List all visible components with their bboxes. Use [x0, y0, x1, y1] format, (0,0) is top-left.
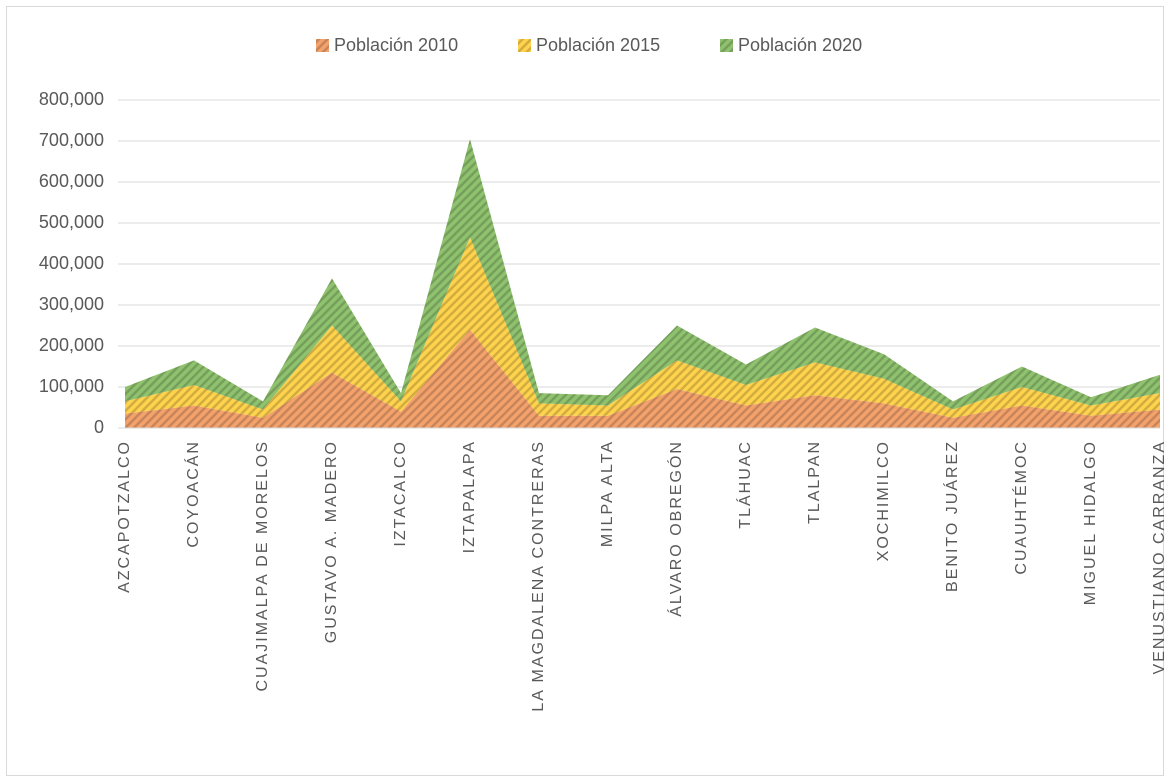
- y-tick-label: 300,000: [39, 294, 104, 314]
- x-tick-label: CUAUHTÉMOC: [1011, 440, 1030, 575]
- x-tick-label: IZTACALCO: [392, 440, 409, 547]
- x-tick-label: COYOACÁN: [183, 440, 202, 548]
- y-tick-label: 0: [94, 417, 104, 437]
- x-tick-label: TLALPAN: [806, 440, 823, 524]
- x-tick-label: BENITO JUÁREZ: [942, 440, 961, 592]
- y-tick-label: 700,000: [39, 130, 104, 150]
- legend-label: Población 2015: [536, 35, 660, 55]
- x-tick-label: ÁLVARO OBREGÓN: [666, 440, 685, 617]
- y-tick-label: 800,000: [39, 89, 104, 109]
- x-tick-label: GUSTAVO A. MADERO: [323, 440, 340, 643]
- y-tick-label: 200,000: [39, 335, 104, 355]
- x-tick-label: CUAJIMALPA DE MORELOS: [254, 440, 271, 692]
- area: [125, 329, 1160, 428]
- y-tick-label: 600,000: [39, 171, 104, 191]
- area: [125, 237, 1160, 418]
- legend-label: Población 2020: [738, 35, 862, 55]
- legend-swatch: [720, 39, 733, 52]
- y-tick-label: 500,000: [39, 212, 104, 232]
- area: [125, 138, 1160, 410]
- legend-swatch: [518, 39, 531, 52]
- x-tick-label: MILPA ALTA: [599, 440, 616, 547]
- x-tick-label: TLÁHUAC: [735, 440, 754, 529]
- legend-swatch: [316, 39, 329, 52]
- x-tick-label: IZTAPALAPA: [461, 440, 478, 553]
- x-tick-label: XOCHIMILCO: [875, 440, 892, 561]
- x-tick-label: VENUSTIANO CARRANZA: [1151, 440, 1168, 674]
- x-tick-label: LA MAGDALENA CONTRERAS: [530, 440, 547, 712]
- legend-label: Población 2010: [334, 35, 458, 55]
- y-tick-label: 400,000: [39, 253, 104, 273]
- x-tick-label: MIGUEL HIDALGO: [1082, 440, 1099, 605]
- y-tick-label: 100,000: [39, 376, 104, 396]
- x-tick-label: AZCAPOTZALCO: [116, 440, 133, 593]
